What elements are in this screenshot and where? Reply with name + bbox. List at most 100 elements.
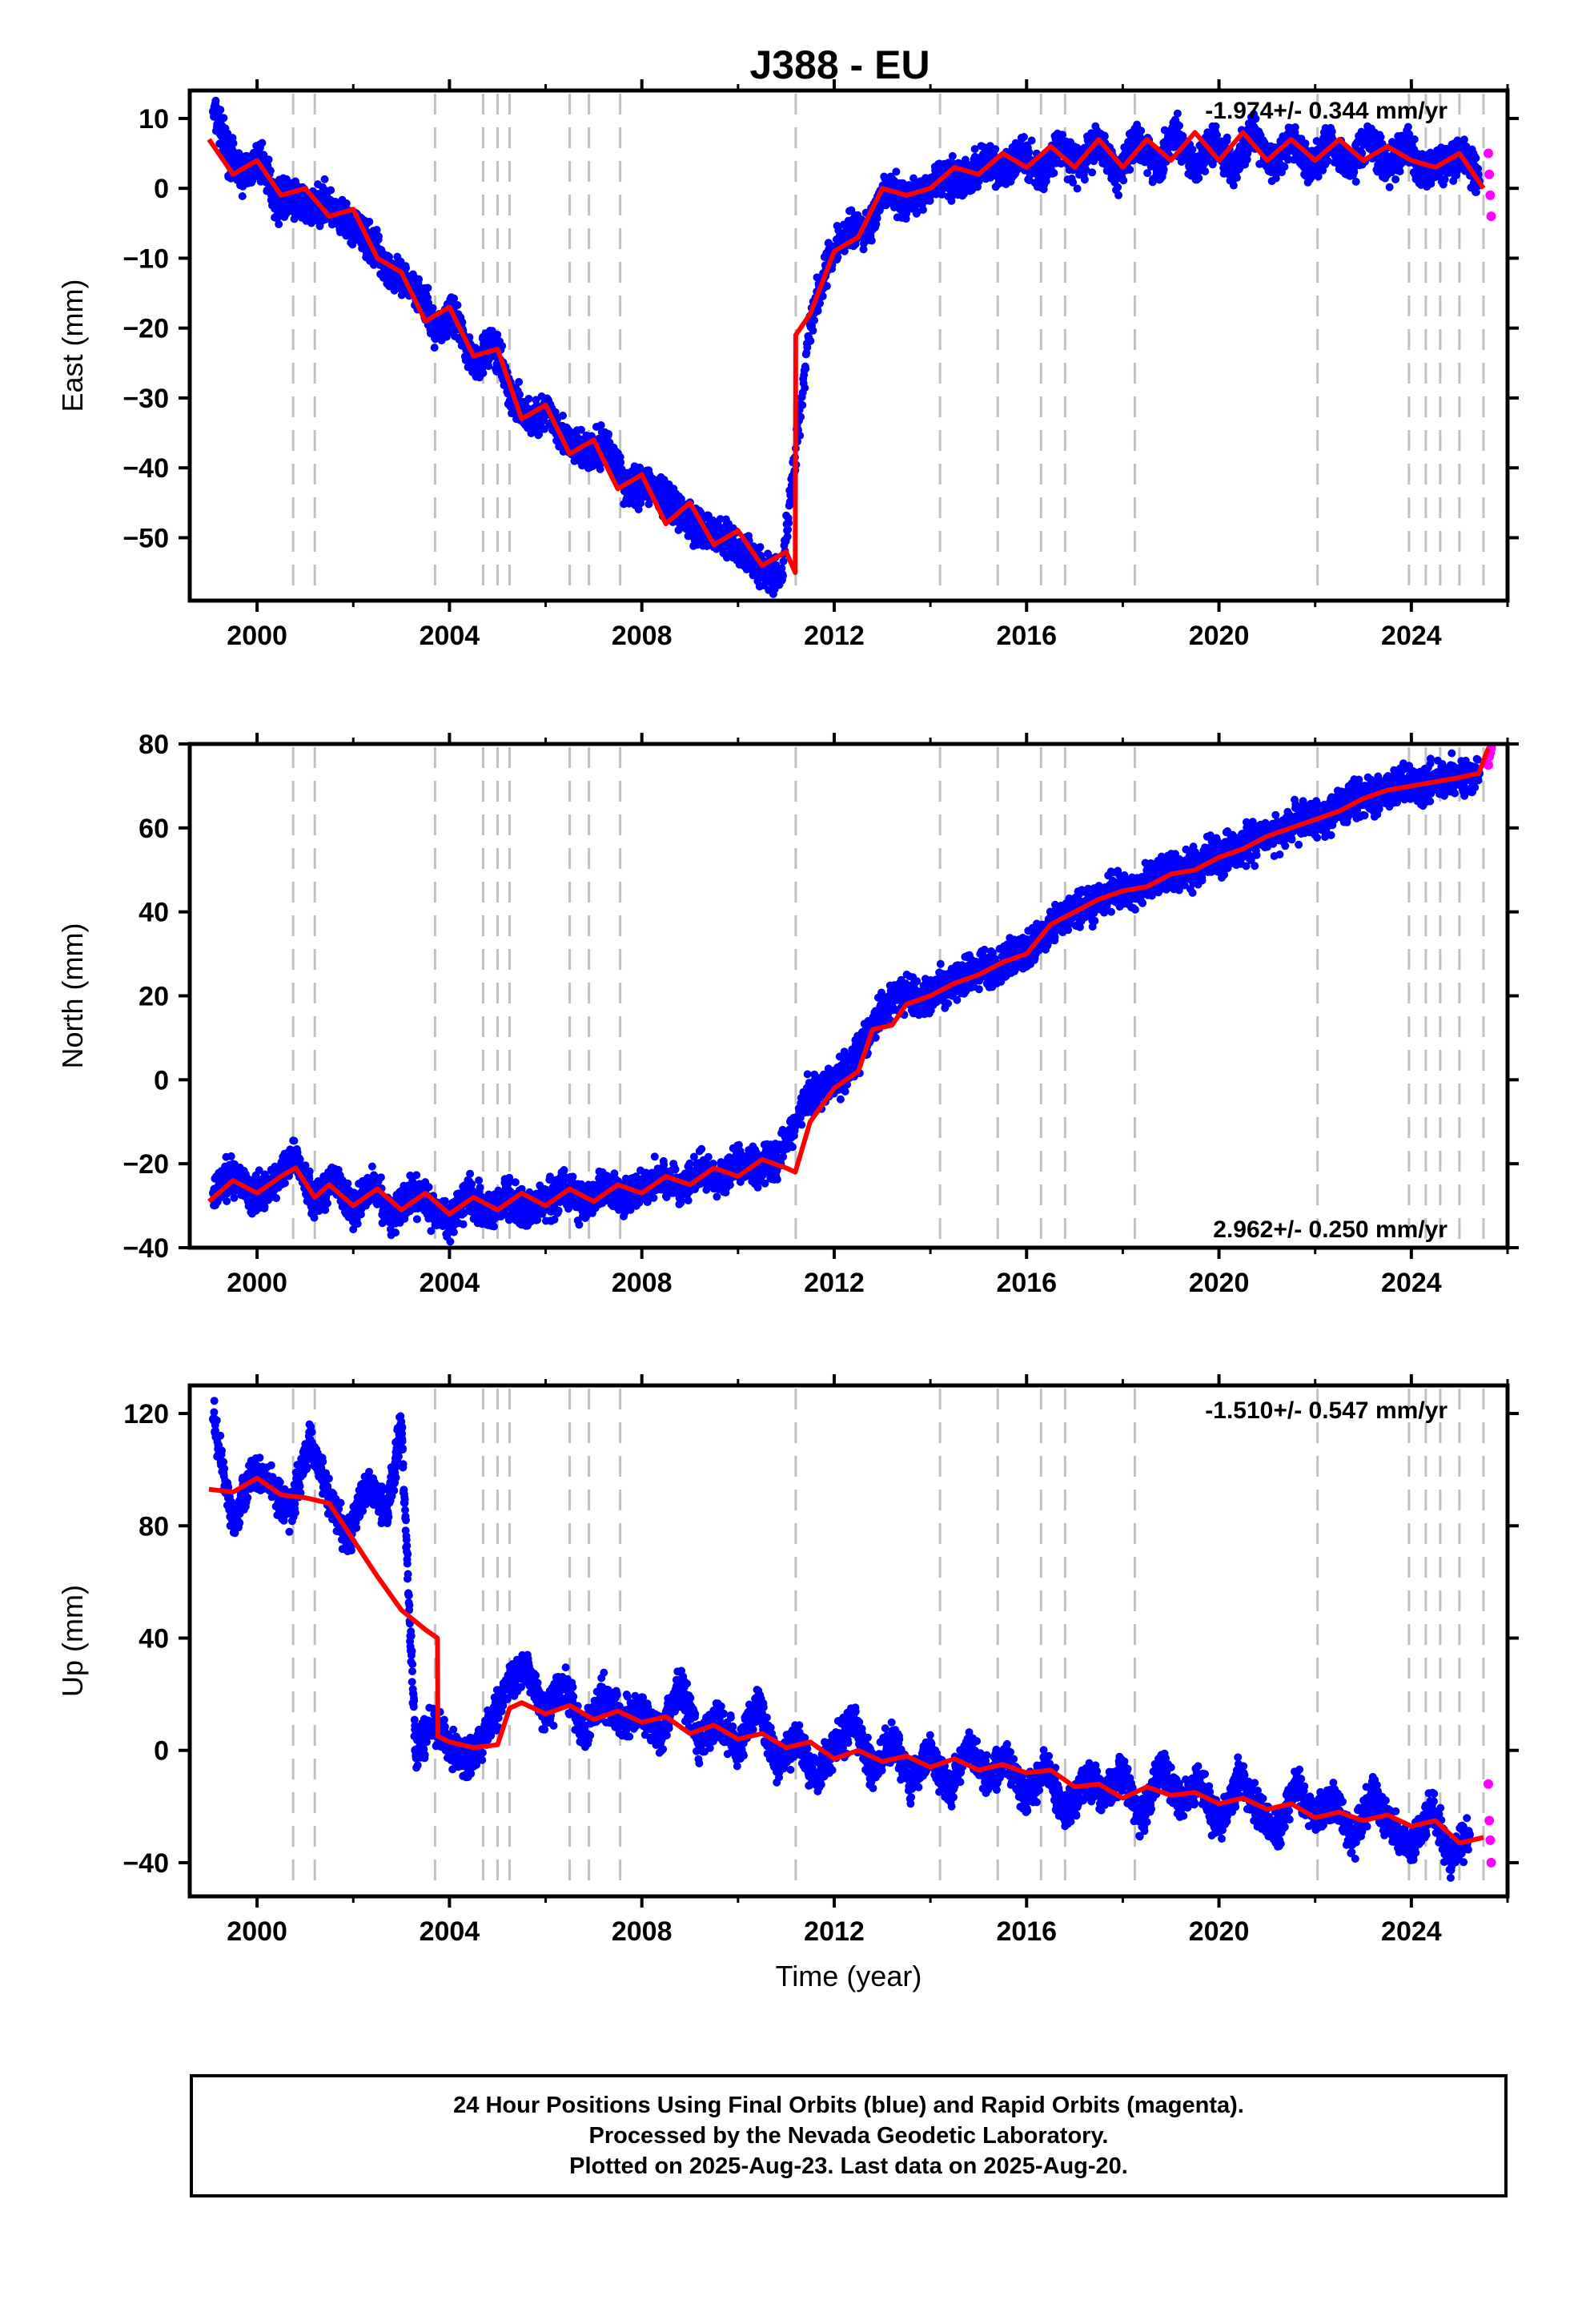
rapid-orbit-point	[1483, 1779, 1493, 1789]
final-orbit-point	[675, 1184, 685, 1194]
final-orbit-point	[584, 448, 594, 459]
final-orbit-point	[406, 1188, 416, 1198]
final-orbit-point	[271, 197, 282, 207]
final-orbit-point	[228, 1167, 239, 1177]
final-orbit-point	[1387, 1823, 1397, 1834]
x-tick-label: 2016	[996, 1916, 1057, 1947]
x-tick-label: 2016	[996, 621, 1057, 651]
final-orbit-point	[1348, 1835, 1359, 1845]
y-axis-label: North (mm)	[56, 923, 89, 1069]
final-orbit-point	[223, 148, 234, 159]
final-orbit-point	[978, 155, 989, 166]
x-tick-label: 2004	[420, 621, 480, 651]
chart-title: J388 - EU	[749, 42, 930, 87]
final-orbit-point	[809, 1773, 820, 1783]
final-orbit-point	[1017, 148, 1027, 159]
final-orbit-point	[396, 1422, 407, 1433]
x-tick-label: 2024	[1381, 1268, 1442, 1298]
final-orbit-point	[1190, 162, 1200, 172]
final-orbit-point	[1228, 162, 1239, 172]
final-orbit-point	[291, 1150, 301, 1160]
footer-box: 24 Hour Positions Using Final Orbits (bl…	[190, 2074, 1508, 2197]
final-orbit-point	[560, 1675, 570, 1686]
final-orbit-point	[1420, 169, 1431, 179]
final-orbit-point	[1175, 1801, 1186, 1811]
rapid-orbit-point	[1483, 148, 1493, 159]
final-orbit-point	[887, 1731, 897, 1742]
final-orbit-point	[430, 323, 440, 333]
final-orbit-point	[656, 1731, 666, 1742]
final-orbit-point	[819, 1079, 829, 1089]
final-orbit-cloud	[210, 749, 1483, 1246]
panel-north: 2000 2004 2008 2012 2016 2020 2024 80 60 40 20 0 −20…	[56, 730, 1519, 1298]
final-orbit-point	[603, 442, 613, 452]
final-orbit-point	[1382, 162, 1392, 172]
final-orbit-point	[926, 1745, 936, 1755]
final-orbit-point	[868, 1767, 878, 1778]
final-orbit-point	[776, 574, 786, 585]
final-orbit-point	[1002, 1751, 1013, 1761]
footer-line-3: Plotted on 2025-Aug-23. Last data on 202…	[569, 2153, 1128, 2179]
final-orbit-point	[1367, 1787, 1378, 1798]
y-tick-label: −40	[122, 1848, 169, 1879]
rapid-orbit-point	[1483, 760, 1493, 770]
y-tick-label: −30	[122, 384, 169, 414]
model-line	[207, 747, 1491, 1217]
final-orbit-point	[959, 176, 970, 187]
x-tick-label: 2012	[804, 1916, 865, 1947]
final-orbit-point	[733, 1159, 743, 1169]
x-tick-label: 2024	[1381, 1916, 1442, 1947]
final-orbit-point	[752, 1695, 762, 1705]
final-orbit-point	[906, 1779, 917, 1789]
final-orbit-point	[228, 1521, 239, 1531]
final-orbit-point	[1055, 141, 1066, 151]
final-orbit-point	[964, 1739, 974, 1750]
final-orbit-point	[680, 512, 690, 522]
final-orbit-point	[945, 1787, 955, 1798]
panel-frame	[187, 88, 1510, 603]
final-orbit-point	[411, 281, 421, 292]
final-orbit-point	[286, 1506, 296, 1517]
final-orbit-point	[1464, 1829, 1474, 1839]
final-orbit-point	[382, 1506, 392, 1517]
rapid-orbit-point	[1484, 1815, 1495, 1826]
final-orbit-point	[733, 1745, 743, 1755]
final-orbit-point	[877, 1003, 888, 1014]
footer-line-2: Processed by the Nevada Geodetic Laborat…	[588, 2123, 1109, 2149]
final-orbit-point	[661, 497, 671, 508]
x-tick-label: 2012	[804, 621, 865, 651]
rapid-orbit-point	[1484, 169, 1495, 179]
y-tick-label: −20	[122, 1149, 169, 1180]
model-line	[207, 130, 1486, 576]
x-tick-label: 2000	[227, 1268, 287, 1298]
x-tick-label: 2020	[1189, 1916, 1250, 1947]
final-orbit-point	[1079, 1773, 1090, 1783]
final-orbit-point	[1156, 1759, 1166, 1770]
x-tick-label: 2008	[612, 1268, 673, 1298]
final-orbit-point	[324, 1493, 335, 1503]
final-orbit-point	[901, 197, 912, 207]
panel-frame	[187, 1383, 1510, 1899]
final-orbit-point	[425, 1200, 436, 1211]
final-orbit-point	[348, 1204, 359, 1215]
final-orbit-point	[1267, 162, 1277, 172]
final-orbit-point	[617, 1717, 628, 1727]
final-orbit-point	[1444, 1852, 1455, 1862]
rapid-orbit-point	[1486, 1857, 1496, 1868]
final-orbit-point	[800, 1096, 810, 1106]
y-tick-label: 10	[139, 104, 169, 135]
final-orbit-point	[483, 1723, 493, 1733]
final-orbit-cloud	[210, 96, 1483, 598]
final-orbit-point	[1170, 127, 1181, 138]
final-orbit-point	[1127, 890, 1138, 900]
y-tick-label: 40	[139, 1623, 169, 1654]
final-orbit-point	[1271, 1829, 1282, 1839]
x-tick-label: 2016	[996, 1268, 1057, 1298]
rate-label: -1.510+/- 0.547 mm/yr	[1205, 1397, 1447, 1424]
final-orbit-point	[329, 1176, 339, 1186]
y-tick-label: 80	[139, 1511, 169, 1542]
final-orbit-point	[1060, 1807, 1070, 1817]
final-orbit-point	[1324, 135, 1335, 145]
final-orbit-point	[521, 1661, 532, 1671]
